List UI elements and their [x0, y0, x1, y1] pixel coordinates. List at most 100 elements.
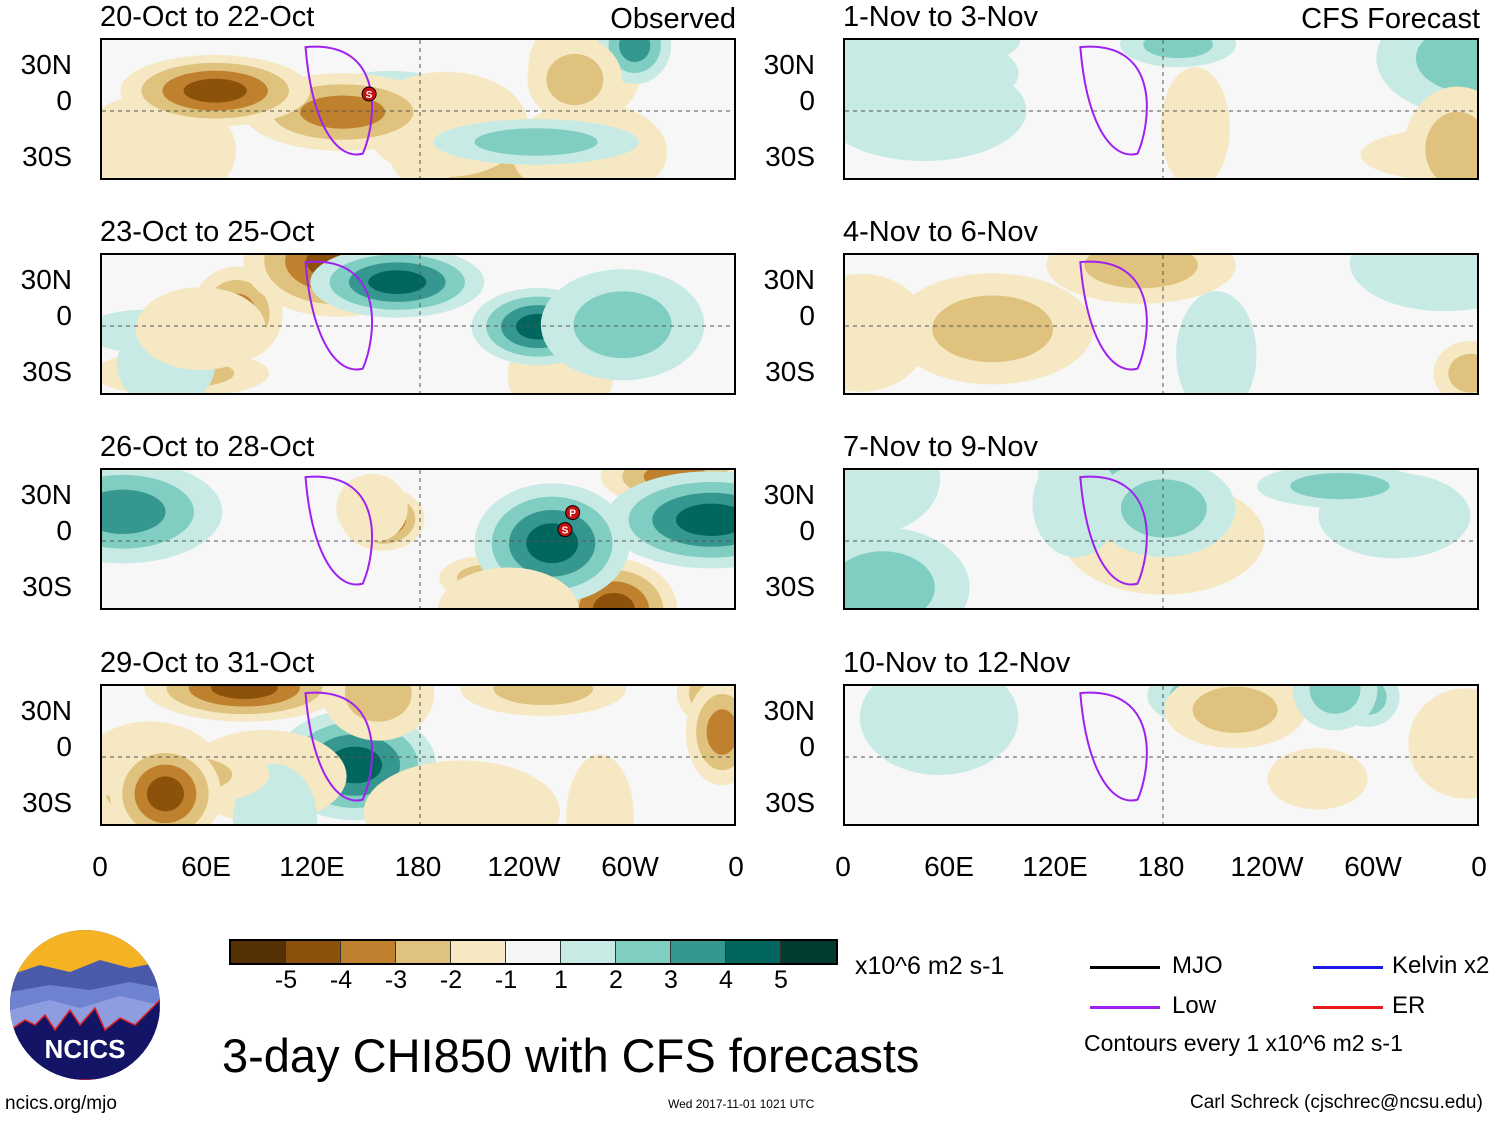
anomaly-contour	[438, 567, 579, 608]
colorbar-label: 3	[664, 966, 678, 994]
anomaly-contour	[493, 686, 593, 706]
colorbar-swatch	[286, 941, 341, 963]
anomaly-contour	[675, 503, 734, 536]
anomaly-contour	[102, 489, 166, 534]
anomaly-contour	[1120, 479, 1207, 538]
panel-title: 23-Oct to 25-Oct	[100, 216, 315, 248]
legend-line-kelvin	[1313, 966, 1383, 969]
anomaly-contour	[845, 470, 941, 536]
legend-line-er	[1313, 1006, 1383, 1009]
anomaly-contour	[592, 592, 635, 608]
colorbar-label: -3	[384, 966, 408, 994]
x-tick-label: 120W	[487, 851, 561, 882]
anomaly-contour	[1192, 686, 1278, 733]
colorbar-label: 1	[554, 966, 568, 994]
panel-title: 7-Nov to 9-Nov	[843, 431, 1039, 463]
anomaly-field	[102, 255, 734, 393]
anomaly-field	[845, 686, 1477, 824]
panel-title: 26-Oct to 28-Oct	[100, 431, 315, 463]
anomaly-contour	[706, 709, 734, 755]
anomaly-contour	[474, 128, 598, 156]
contour-note: Contours every 1 x10^6 m2 s-1	[1084, 1030, 1403, 1056]
anomaly-contour	[135, 287, 266, 371]
x-tick-label: 0	[1471, 851, 1487, 882]
anomaly-field: PS	[102, 470, 734, 608]
author-credit: Carl Schreck (cjschrec@ncsu.edu)	[1190, 1092, 1483, 1113]
y-tick-label: 30N	[763, 49, 815, 80]
x-tick-label: 120E	[279, 851, 345, 882]
colorbar-swatch	[506, 941, 561, 963]
y-tick-label: 0	[799, 85, 815, 116]
low-contour	[1079, 691, 1148, 802]
map-panel	[100, 253, 736, 395]
y-tick-label: 30S	[22, 141, 72, 172]
y-tick-label: 0	[56, 300, 72, 331]
x-tick-label: 0	[92, 851, 108, 882]
x-tick-label: 180	[394, 851, 442, 882]
legend-label-low: Low	[1172, 992, 1217, 1019]
anomaly-contour	[1084, 255, 1198, 289]
y-tick-label: 0	[56, 515, 72, 546]
colorbar-units: x10^6 m2 s-1	[855, 952, 1005, 980]
colorbar-swatch	[561, 941, 616, 963]
y-tick-label: 30N	[20, 49, 72, 80]
x-tick-label: 120E	[1022, 851, 1088, 882]
map-panel	[843, 684, 1479, 826]
forecast-label: CFS Forecast	[1301, 3, 1480, 35]
anomaly-contour	[1267, 748, 1368, 810]
anomaly-contour	[1290, 473, 1390, 500]
map-panel	[100, 684, 736, 826]
anomaly-contour	[566, 754, 634, 824]
logo-text: NCICS	[45, 1034, 126, 1064]
colorbar-label: 2	[609, 966, 623, 994]
anomaly-field	[845, 40, 1477, 178]
x-tick-label: 60E	[924, 851, 974, 882]
svg-text:S: S	[366, 90, 373, 101]
ncics-logo: NCICS	[10, 930, 160, 1080]
panel-title: 20-Oct to 22-Oct	[100, 1, 315, 33]
anomaly-contour	[1309, 686, 1361, 714]
y-tick-label: 30S	[765, 787, 815, 818]
anomaly-contour	[1448, 353, 1477, 393]
colorbar	[229, 939, 838, 965]
tropical-storm-icon: S	[557, 522, 573, 538]
y-tick-label: 30N	[763, 695, 815, 726]
low-contour	[1079, 260, 1148, 371]
anomaly-contour	[619, 40, 651, 62]
y-tick-label: 0	[799, 515, 815, 546]
anomaly-contour	[183, 78, 247, 103]
panel-title: 4-Nov to 6-Nov	[843, 216, 1039, 248]
anomaly-field	[102, 686, 734, 824]
anomaly-field	[845, 255, 1477, 393]
site-url: ncics.org/mjo	[5, 1093, 117, 1114]
anomaly-contour	[1408, 688, 1477, 799]
colorbar-swatch	[616, 941, 671, 963]
y-tick-label: 30S	[22, 571, 72, 602]
anomaly-contour	[845, 551, 935, 608]
anomaly-contour	[1176, 291, 1257, 393]
colorbar-swatch	[671, 941, 726, 963]
colorbar-label: -1	[494, 966, 518, 994]
anomaly-contour	[336, 473, 408, 543]
map-panel: S	[100, 38, 736, 180]
low-contour	[304, 691, 373, 802]
low-contour	[304, 45, 373, 156]
colorbar-swatch	[341, 941, 396, 963]
y-tick-label: 0	[799, 731, 815, 762]
map-panel	[843, 253, 1479, 395]
observed-label: Observed	[610, 3, 736, 35]
y-tick-label: 30S	[22, 787, 72, 818]
anomaly-contour	[210, 686, 278, 699]
anomaly-contour	[1415, 40, 1477, 94]
anomaly-contour	[368, 270, 427, 294]
y-tick-label: 30S	[22, 356, 72, 387]
low-contour	[1079, 475, 1148, 586]
tropical-storm-icon: S	[361, 86, 377, 102]
legend-label-kelvin: Kelvin x2	[1392, 952, 1490, 979]
x-tick-label: 60E	[181, 851, 231, 882]
legend-label-mjo: MJO	[1172, 952, 1223, 979]
anomaly-contour	[146, 776, 184, 812]
y-tick-label: 30N	[763, 264, 815, 295]
colorbar-label: -5	[274, 966, 298, 994]
